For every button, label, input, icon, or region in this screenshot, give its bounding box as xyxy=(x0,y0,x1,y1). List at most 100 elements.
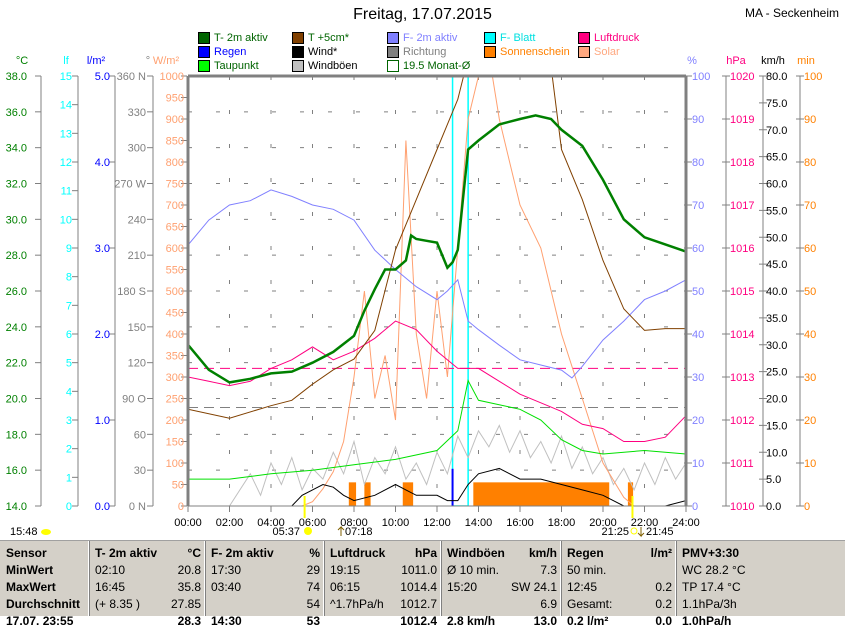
axis-tick-label: 15.0 xyxy=(766,420,787,432)
table-row: 0.2 l/m² 0.0 xyxy=(567,614,672,630)
legend-swatch xyxy=(387,32,399,44)
legend-label: T +5cm* xyxy=(308,32,350,44)
axis-tick-label: 60 xyxy=(134,429,146,441)
axis-tick-label: 150 xyxy=(128,322,146,334)
table-row: 14:30 53 xyxy=(211,614,320,630)
table-row: 15:20 SW 24.1 xyxy=(447,580,557,596)
cell-label: 12:45 xyxy=(567,580,598,594)
axis-tick-label: 1010 xyxy=(730,501,754,513)
moonset-arrow-icon xyxy=(637,527,645,538)
axis-tick-label: 0.0 xyxy=(95,501,110,513)
axis-tick-label: 120 xyxy=(128,358,146,370)
axis-unit-label: km/h xyxy=(761,55,785,67)
axis-tick-label: 1015 xyxy=(730,286,754,298)
legend-swatch xyxy=(292,46,304,58)
axis-tick-label: 200 xyxy=(166,415,184,427)
axis-tick-label: 50 xyxy=(804,286,816,298)
table-column: Windböen km/h Ø 10 min. 7.3 15:20 SW 24.1 6.9 2… xyxy=(440,541,561,628)
axis-tick-label: 1 xyxy=(66,472,72,484)
axis-tick-label: 70.0 xyxy=(766,125,787,137)
axis-unit-label: l/m² xyxy=(87,55,106,67)
table-row: T- 2m aktiv °C xyxy=(95,546,201,562)
cell-value: 53 xyxy=(306,614,320,628)
legend-item: Luftdruck xyxy=(578,32,639,44)
axis-unit-label: % xyxy=(687,55,697,67)
legend-label: Wind* xyxy=(308,46,338,58)
cell-value: 1012.4 xyxy=(400,614,437,628)
axis-tick-label: 50 xyxy=(172,480,184,492)
weather-chart: 14.016.018.020.022.024.026.028.030.032.0… xyxy=(6,55,823,538)
legend-item: Richtung xyxy=(387,46,446,58)
axis-0: 14.0 16.0 18.0 20.0 22.0 24.0 26.0 28.0 30.0 32.0… xyxy=(6,55,42,513)
station-name: MA - Seckenheim xyxy=(744,6,839,20)
legend-swatch xyxy=(292,32,304,44)
axis-tick-label: 950 xyxy=(166,93,184,105)
cell-label: (+ 8.35 ) xyxy=(95,597,141,611)
legend-label: Regen xyxy=(214,46,247,58)
cell-value: 1014.4 xyxy=(400,580,437,594)
cell-label: Gesamt: xyxy=(567,597,613,611)
legend-label: Richtung xyxy=(403,46,447,58)
legend-label: Windböen xyxy=(308,60,358,72)
axis-tick-label: 300 xyxy=(166,372,184,384)
axis-tick-label: 600 xyxy=(166,243,184,255)
axis-tick-label: 1020 xyxy=(730,71,754,83)
cell-value: 29 xyxy=(306,563,320,577)
axis-unit-label: hPa xyxy=(726,55,746,67)
table-row: 17.07. 23:55 xyxy=(6,614,84,630)
axis-tick-label: 550 xyxy=(166,265,184,277)
axis-tick-label: 50.0 xyxy=(766,232,787,244)
sunshine-bar xyxy=(402,482,414,506)
legend-swatch xyxy=(484,32,496,44)
axis-tick-label: 80 xyxy=(804,157,816,169)
axis-tick-label: 210 xyxy=(128,250,146,262)
leaf-wetness-mark xyxy=(451,76,469,506)
table-row: Durchschnitt xyxy=(6,597,84,613)
axis-tick-label: 330 xyxy=(128,107,146,119)
table-row: PMV+3:30 xyxy=(682,546,767,562)
axis-tick-label: 70 xyxy=(804,200,816,212)
axis-4: 0 50 100 150 200 250 300 350 400 450 500 550 600 650 7… xyxy=(153,55,187,513)
table-row: ^1.7hPa/h 1012.7 xyxy=(330,597,437,613)
table-row: Luftdruck hPa xyxy=(330,546,437,562)
axis-6: 1010 1011 1012 1013 1014 1015 1016 1017 1018 1019… xyxy=(722,55,754,513)
axis-2: 0.0 1.0 2.0 3.0 4.0 5.0 l/m² xyxy=(87,55,116,513)
table-row: 54 xyxy=(211,597,320,613)
cell-label: 50 min. xyxy=(567,563,607,577)
table-column: Regen l/m² 50 min. 12:45 0.2 Gesamt: 0.2 0.2 l/… xyxy=(560,541,676,628)
axis-tick-label: 100 xyxy=(692,71,710,83)
table-row: (+ 8.35 ) 27.85 xyxy=(95,597,201,613)
axis-tick-label: 38.0 xyxy=(6,71,27,83)
cell-value: 54 xyxy=(306,597,320,611)
axis-tick-label: 24.0 xyxy=(6,322,27,334)
table-row: 2.8 km/h 13.0 xyxy=(447,614,557,630)
axis-tick-label: 30.0 xyxy=(6,214,27,226)
axis-tick-label: 3 xyxy=(66,415,72,427)
axis-tick-label: 40 xyxy=(804,329,816,341)
table-row: Ø 10 min. 7.3 xyxy=(447,563,557,579)
legend-label: Taupunkt xyxy=(214,60,259,72)
legend-item: Solar xyxy=(578,46,620,58)
axis-tick-label: 30 xyxy=(134,465,146,477)
cell-value: 0.2 xyxy=(655,580,672,594)
sunshine-bar xyxy=(364,482,371,506)
axis-tick-label: 1018 xyxy=(730,157,754,169)
axis-tick-label: 180 S xyxy=(117,286,146,298)
cell-label: MaxWert xyxy=(6,580,56,594)
cell-value: 1012.7 xyxy=(400,597,437,611)
cell-label: 16:45 xyxy=(95,580,126,594)
cell-label: Sensor xyxy=(6,546,47,560)
axis-tick-label: 20.0 xyxy=(766,394,787,406)
axis-tick-label: 1000 xyxy=(160,71,184,83)
axis-8: 0 10 20 30 40 50 60 70 80 90 100 min xyxy=(796,55,822,513)
x-tick-label: 20:00 xyxy=(589,517,617,529)
table-column: PMV+3:30 WC 28.2 °C TP 17.4 °C 1.1hPa/3h 1.0… xyxy=(675,541,771,628)
table-column: Sensor MinWert MaxWert Durchschnitt 17.07. 2… xyxy=(0,541,88,628)
axis-tick-label: 5.0 xyxy=(95,71,110,83)
axis-tick-label: 10 xyxy=(692,458,704,470)
table-row: 19:15 1011.0 xyxy=(330,563,437,579)
axis-tick-label: 1014 xyxy=(730,329,754,341)
cell-value: 13.0 xyxy=(533,614,557,628)
table-row: Sensor xyxy=(6,546,84,562)
axis-tick-label: 850 xyxy=(166,136,184,148)
